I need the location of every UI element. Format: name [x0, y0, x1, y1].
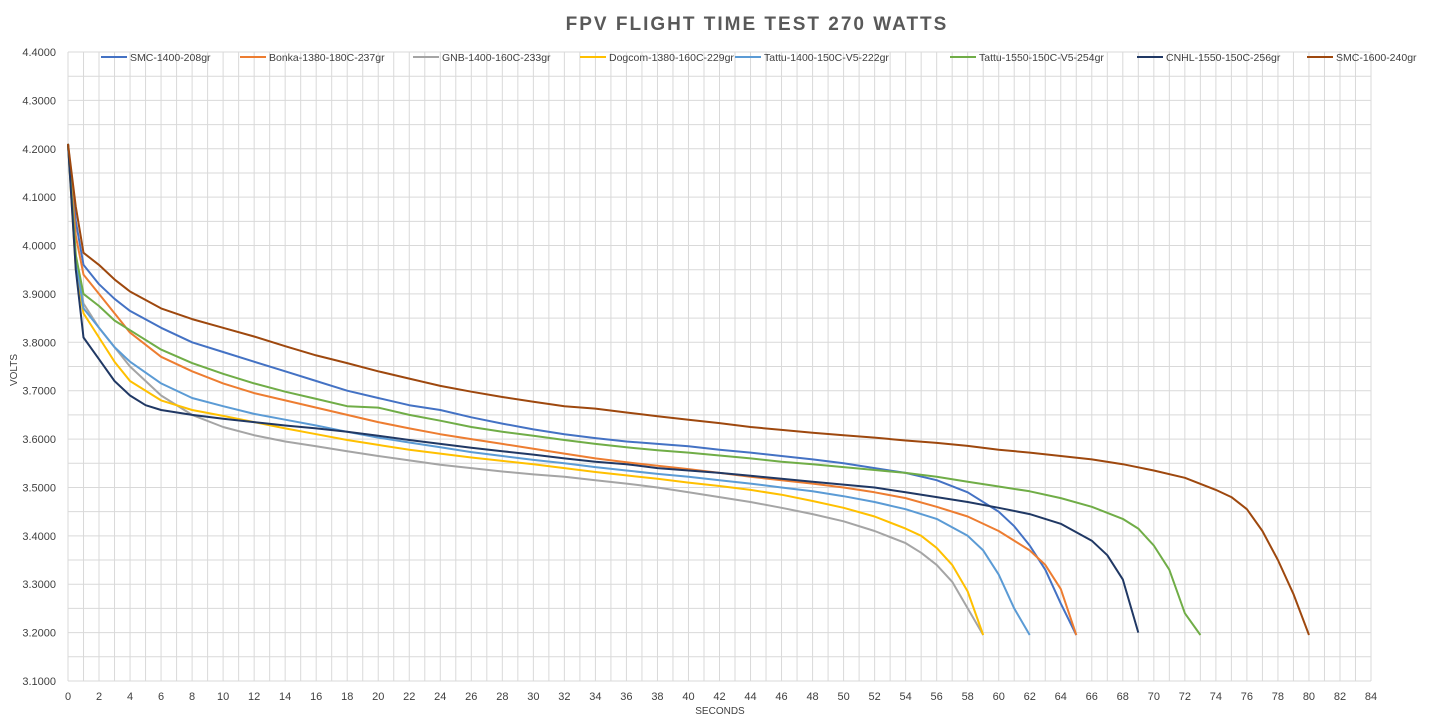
legend-label: Dogcom-1380-160C-229gr [609, 52, 734, 64]
y-tick-label: 3.1000 [22, 676, 56, 688]
x-tick-label: 74 [1210, 691, 1222, 703]
gridlines [67, 51, 1372, 682]
series-line [67, 143, 985, 636]
x-tick-label: 42 [713, 691, 725, 703]
series-line [67, 143, 1310, 636]
x-tick-label: 16 [310, 691, 322, 703]
legend-label: Bonka-1380-180C-237gr [269, 52, 385, 64]
x-tick-label: 22 [403, 691, 415, 703]
y-tick-label: 3.6000 [22, 434, 56, 446]
legend-label: Tattu-1400-150C-V5-222gr [764, 52, 889, 64]
y-tick-label: 3.2000 [22, 628, 56, 640]
x-tick-label: 54 [900, 691, 912, 703]
x-tick-label: 6 [158, 691, 164, 703]
x-tick-label: 28 [496, 691, 508, 703]
x-tick-label: 32 [558, 691, 570, 703]
x-tick-label: 62 [1024, 691, 1036, 703]
series-line [67, 143, 1202, 636]
y-tick-label: 3.5000 [22, 482, 56, 494]
chart-title: FPV FLIGHT TIME TEST 270 WATTS [566, 14, 949, 35]
x-tick-label: 26 [465, 691, 477, 703]
x-tick-label: 2 [96, 691, 102, 703]
x-tick-label: 70 [1148, 691, 1160, 703]
x-tick-label: 82 [1334, 691, 1346, 703]
y-tick-label: 4.0000 [22, 241, 56, 253]
x-tick-label: 56 [931, 691, 943, 703]
y-tick-label: 3.9000 [22, 289, 56, 301]
y-tick-label: 4.2000 [22, 144, 56, 156]
x-tick-label: 10 [217, 691, 229, 703]
x-tick-label: 76 [1241, 691, 1253, 703]
x-tick-label: 20 [372, 691, 384, 703]
series-line [67, 143, 985, 636]
y-tick-label: 3.3000 [22, 579, 56, 591]
series-line [67, 143, 1140, 633]
x-axis-label: SECONDS [695, 706, 745, 717]
x-tick-label: 46 [775, 691, 787, 703]
x-tick-label: 52 [868, 691, 880, 703]
y-tick-label: 3.8000 [22, 337, 56, 349]
y-tick-label: 4.1000 [22, 192, 56, 204]
y-tick-label: 3.7000 [22, 386, 56, 398]
series-lines [67, 143, 1310, 636]
y-tick-label: 4.4000 [22, 47, 56, 59]
x-tick-label: 66 [1086, 691, 1098, 703]
series-line [67, 143, 1031, 636]
x-tick-label: 78 [1272, 691, 1284, 703]
legend-label: SMC-1600-240gr [1336, 52, 1417, 64]
x-tick-label: 14 [279, 691, 291, 703]
x-tick-label: 34 [589, 691, 601, 703]
x-tick-label: 12 [248, 691, 260, 703]
x-tick-label: 18 [341, 691, 353, 703]
x-tick-label: 30 [527, 691, 539, 703]
x-tick-label: 68 [1117, 691, 1129, 703]
x-tick-label: 8 [189, 691, 195, 703]
x-tick-label: 58 [962, 691, 974, 703]
y-tick-label: 4.3000 [22, 95, 56, 107]
x-tick-label: 64 [1055, 691, 1067, 703]
x-tick-label: 4 [127, 691, 133, 703]
x-tick-label: 0 [65, 691, 71, 703]
x-tick-label: 44 [744, 691, 756, 703]
x-tick-label: 84 [1365, 691, 1377, 703]
legend: SMC-1400-208gr Bonka-1380-180C-237gr GNB-1… [101, 52, 1417, 64]
x-tick-label: 72 [1179, 691, 1191, 703]
legend-label: SMC-1400-208gr [130, 52, 211, 64]
legend-label: CNHL-1550-150C-256gr [1166, 52, 1281, 64]
x-tick-label: 24 [434, 691, 446, 703]
series-line [67, 143, 1078, 636]
x-tick-label: 48 [806, 691, 818, 703]
x-tick-label: 60 [993, 691, 1005, 703]
series-line [67, 143, 1078, 636]
x-tick-label: 80 [1303, 691, 1315, 703]
y-tick-label: 3.4000 [22, 531, 56, 543]
x-tick-label: 40 [682, 691, 694, 703]
x-tick-label: 50 [837, 691, 849, 703]
x-tick-label: 38 [651, 691, 663, 703]
legend-label: GNB-1400-160C-233gr [442, 52, 551, 64]
y-axis-ticks: 3.1000 3.2000 3.3000 3.4000 3.5000 3.6000 3.70… [22, 47, 56, 688]
y-axis-label: VOLTS [9, 354, 20, 386]
x-axis-ticks: 0 2 4 6 8 10 12 14 16 18 20 22 24 26 28 30 32 34 36 38 40 42 4… [65, 691, 1377, 703]
legend-label: Tattu-1550-150C-V5-254gr [979, 52, 1104, 64]
x-tick-label: 36 [620, 691, 632, 703]
